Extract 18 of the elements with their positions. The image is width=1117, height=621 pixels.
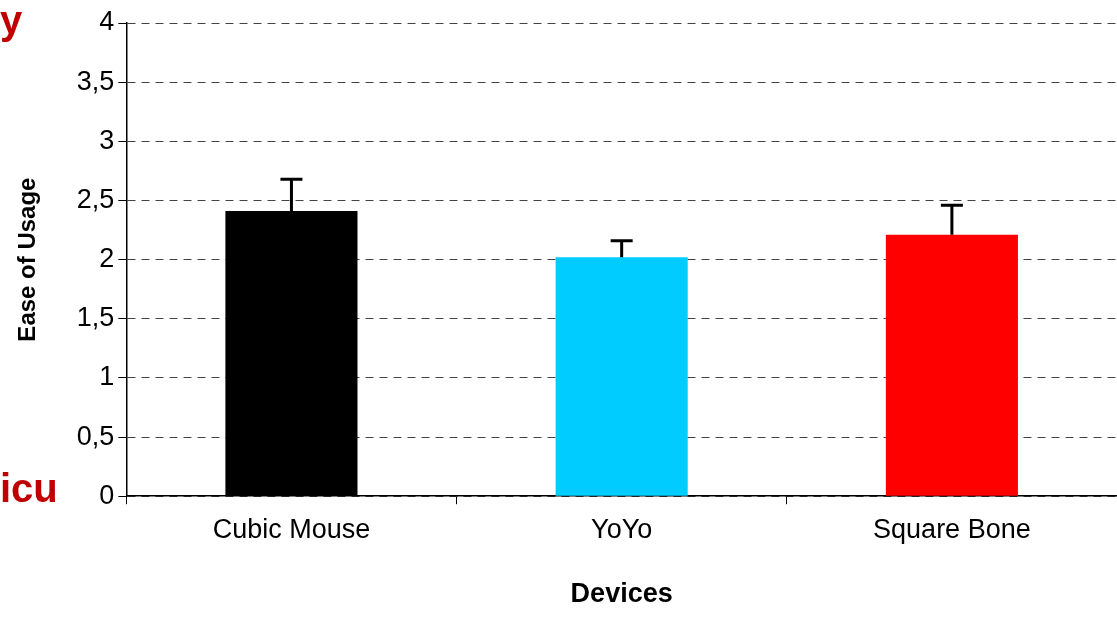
x-tick-label: YoYo bbox=[591, 513, 653, 544]
y-axis-title: Ease of Usage bbox=[13, 177, 41, 342]
y-tick-label: 4 bbox=[99, 6, 115, 37]
y-tick-label: 1 bbox=[99, 361, 115, 392]
x-tick-label: Cubic Mouse bbox=[212, 513, 371, 544]
y-tick-label: 0,5 bbox=[76, 420, 115, 451]
bar bbox=[555, 257, 688, 496]
y-tick-label: 1,5 bbox=[76, 302, 115, 333]
y-tick-label: 3,5 bbox=[76, 65, 115, 96]
y-tick-label: 3 bbox=[99, 124, 115, 155]
x-tick-label: Square Bone bbox=[873, 513, 1031, 544]
x-axis-title: Devices bbox=[570, 578, 673, 609]
y-tick-label: 2 bbox=[99, 243, 115, 274]
text: icu bbox=[0, 466, 58, 510]
bar bbox=[885, 234, 1018, 496]
y-tick-label: 0 bbox=[99, 479, 115, 510]
y-tick-label: 2,5 bbox=[76, 183, 115, 214]
text: y bbox=[0, 0, 23, 42]
